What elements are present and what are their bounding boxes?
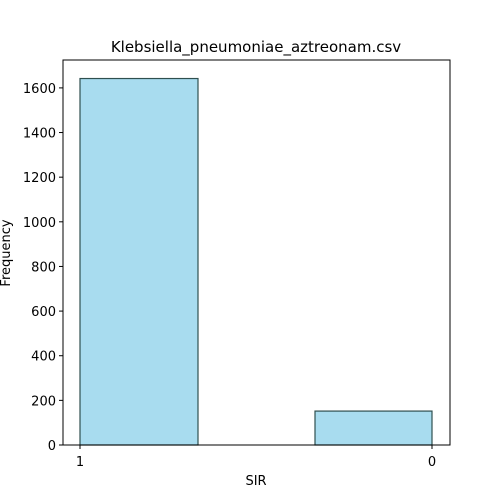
bar-1 — [79, 77, 199, 446]
y-tick-label: 1400 — [23, 127, 56, 142]
x-tick-label: 0 — [428, 455, 436, 470]
bars-group — [79, 77, 433, 446]
y-tick-label: 800 — [31, 260, 56, 275]
y-axis-label: Frequency — [0, 219, 14, 286]
y-tick-label: 1000 — [23, 216, 56, 231]
y-tick-label: 400 — [31, 350, 56, 365]
y-axis: 0 200 400 600 800 1000 1200 1400 1600 — [23, 82, 63, 454]
bar-0 — [314, 410, 433, 446]
x-axis-label: SIR — [245, 474, 266, 489]
x-tick-label: 1 — [76, 455, 84, 470]
plot-frame — [62, 59, 451, 446]
y-tick-label: 0 — [48, 439, 56, 454]
y-tick-label: 1200 — [23, 171, 56, 186]
y-tick-label: 600 — [31, 305, 56, 320]
y-tick-label: 200 — [31, 394, 56, 409]
y-tick-label: 1600 — [23, 82, 56, 97]
chart-title: Klebsiella_pneumoniae_aztreonam.csv — [111, 38, 401, 57]
